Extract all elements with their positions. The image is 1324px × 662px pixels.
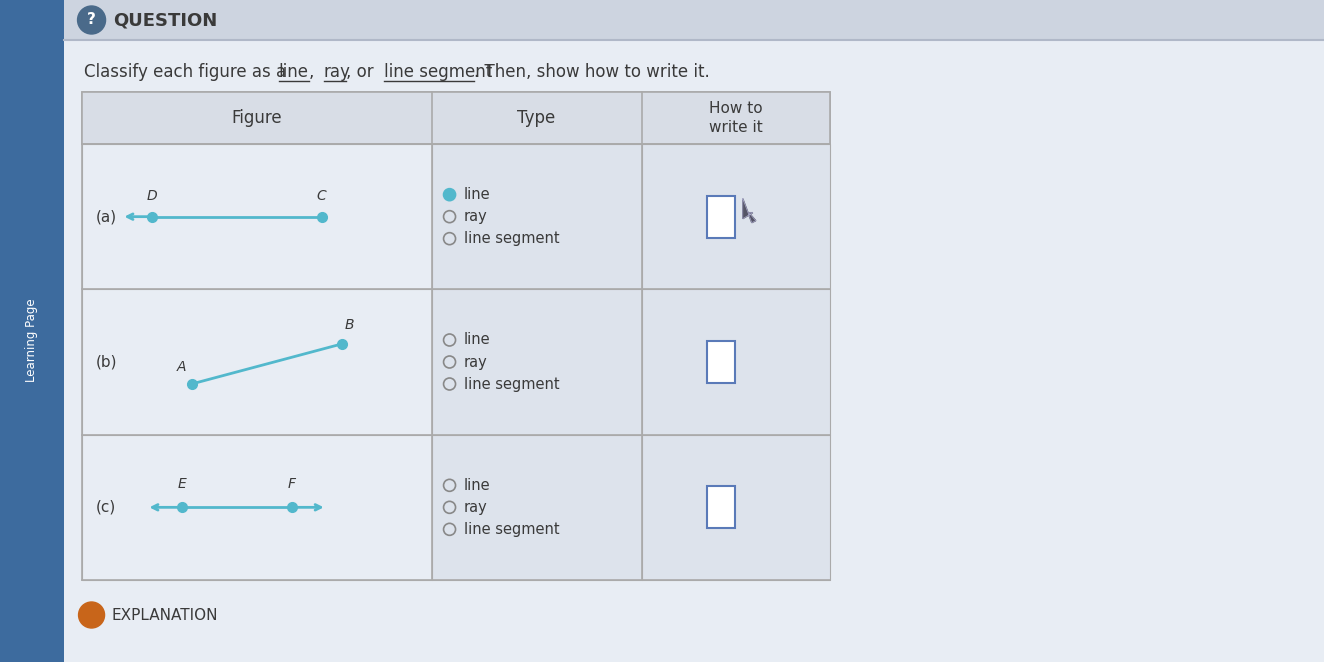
Text: (b): (b) [95,354,117,369]
Text: Classify each figure as a: Classify each figure as a [83,63,291,81]
Bar [642,289,830,435]
Bar [432,144,642,289]
Text: line: line [463,478,490,493]
Bar [82,144,432,289]
Text: ,: , [308,63,319,81]
Text: EXPLANATION: EXPLANATION [111,608,218,622]
Bar [707,487,735,528]
Text: line segment: line segment [463,231,559,246]
Text: ray: ray [463,209,487,224]
Text: ray: ray [463,500,487,515]
Text: line: line [463,187,490,202]
Text: F: F [287,477,295,491]
Text: How to
write it: How to write it [708,101,763,136]
Text: A: A [177,360,187,374]
Bar [82,435,432,580]
Bar [64,0,1324,40]
Bar [642,435,830,580]
Circle shape [78,602,105,628]
Text: line: line [463,332,490,348]
Circle shape [444,189,455,201]
Bar [707,341,735,383]
Text: Learning Page: Learning Page [25,298,38,382]
Bar [707,196,735,238]
Text: QUESTION: QUESTION [114,11,218,29]
Text: Type: Type [518,109,556,127]
Text: line segment: line segment [463,522,559,537]
Text: ray: ray [323,63,351,81]
Circle shape [78,6,106,34]
Text: , or: , or [346,63,379,81]
Text: B: B [344,318,355,332]
Text: C: C [316,189,327,203]
Polygon shape [743,199,756,222]
Text: (c): (c) [95,500,115,515]
Text: . Then, show how to write it.: . Then, show how to write it. [474,63,710,81]
Text: E: E [177,477,185,491]
Bar [642,144,830,289]
Text: ray: ray [463,354,487,369]
Text: line: line [278,63,308,81]
Bar [0,0,64,662]
Bar [82,92,830,144]
Bar [82,289,432,435]
Text: ?: ? [87,13,95,28]
Text: line segment: line segment [384,63,491,81]
Text: (a): (a) [95,209,117,224]
Bar [432,435,642,580]
Text: Figure: Figure [232,109,282,127]
Bar [432,289,642,435]
Text: line segment: line segment [463,377,559,391]
Bar [82,92,830,580]
Text: D: D [146,189,156,203]
